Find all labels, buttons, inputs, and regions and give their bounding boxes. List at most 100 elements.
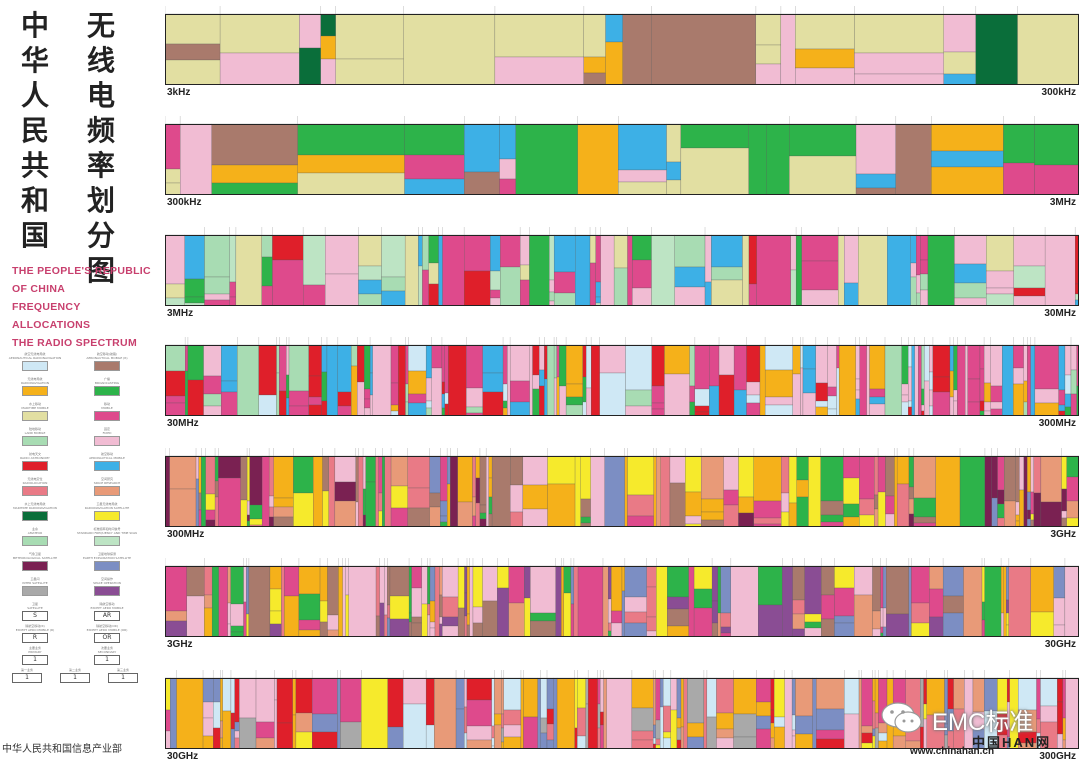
allocation-block [1030, 513, 1035, 521]
allocation-block [855, 344, 860, 380]
allocation-block [295, 731, 313, 749]
allocation-block [488, 477, 493, 498]
allocation-block [651, 402, 665, 410]
allocation-block [268, 495, 274, 508]
allocation-block [490, 270, 501, 291]
allocation-block [914, 344, 919, 416]
allocation-block [792, 628, 805, 637]
allocation-block [759, 344, 766, 416]
allocation-block [187, 344, 204, 381]
allocation-block [491, 455, 511, 527]
allocation-block [261, 234, 273, 258]
allocation-block [337, 344, 352, 393]
allocation-block [362, 455, 366, 490]
allocation-block [836, 367, 840, 416]
allocation-block [522, 508, 548, 527]
allocation-block [457, 455, 473, 503]
allocation-block [502, 400, 508, 409]
allocation-block [273, 497, 294, 508]
allocation-block [299, 13, 321, 49]
allocation-block [464, 615, 468, 637]
allocation-block [211, 123, 298, 166]
allocation-block [804, 621, 822, 629]
allocation-block [381, 276, 406, 292]
allocation-block [234, 730, 240, 739]
allocation-block [742, 234, 750, 306]
allocation-block [605, 41, 623, 85]
allocation-block [990, 401, 1003, 410]
allocation-block [334, 455, 356, 483]
allocation-block [574, 727, 578, 749]
allocation-block [1013, 344, 1024, 369]
allocation-block [908, 565, 912, 637]
allocation-block [886, 613, 909, 637]
allocation-block [901, 394, 909, 403]
allocation-block [229, 281, 237, 298]
allocation-block [631, 739, 654, 749]
band-spectrum [165, 558, 1079, 637]
allocation-block [920, 234, 929, 261]
allocation-block [804, 565, 822, 615]
allocation-block [618, 169, 667, 183]
allocation-block [949, 370, 954, 398]
allocation-block [764, 396, 793, 406]
allocation-block [1006, 565, 1009, 601]
legend-symbol-label-cn: 主要业务 [28, 646, 41, 650]
allocation-block [553, 377, 557, 416]
allocation-block [874, 455, 879, 496]
allocation-block [428, 262, 439, 285]
allocation-block [815, 400, 828, 408]
allocation-block [791, 677, 796, 716]
allocation-block [292, 714, 297, 749]
allocation-block [770, 677, 775, 711]
allocation-block [872, 565, 881, 612]
allocation-block [298, 565, 321, 595]
allocation-block [872, 628, 881, 637]
allocation-block [666, 123, 682, 163]
allocation-block [165, 297, 185, 306]
allocation-block [1027, 344, 1031, 416]
allocation-block [211, 565, 219, 637]
allocation-block [494, 713, 502, 726]
allocation-block [790, 269, 797, 306]
allocation-block [723, 504, 739, 527]
band-start-label: 30MHz [167, 418, 199, 429]
allocation-block [222, 710, 232, 749]
allocation-block [1015, 455, 1020, 503]
allocation-block [387, 677, 404, 728]
allocation-block [855, 378, 860, 391]
allocation-block [546, 723, 554, 741]
allocation-block [218, 565, 228, 637]
allocation-block [229, 296, 237, 306]
allocation-block [997, 517, 1005, 527]
allocation-block [795, 234, 802, 306]
legend-swatch [22, 486, 48, 496]
allocation-block [503, 709, 522, 726]
allocation-block [444, 403, 449, 416]
allocation-block [1030, 455, 1035, 493]
allocation-block [753, 517, 782, 525]
allocation-block [796, 496, 809, 527]
allocation-block [464, 270, 491, 306]
allocation-block [411, 565, 422, 589]
allocation-block [929, 588, 944, 618]
allocation-block [561, 565, 564, 637]
wechat-icon [881, 702, 922, 733]
frequency-band-row [165, 446, 1079, 527]
allocation-block [1003, 565, 1007, 637]
allocation-block [418, 265, 423, 306]
allocation-block [685, 491, 702, 517]
legend-label-cn: 空间研究 [100, 477, 113, 481]
legend-symbol-label-en: EXCEPT AERO MOBILE (OR) [86, 628, 128, 632]
allocation-block [488, 455, 493, 479]
allocation-block [804, 613, 822, 623]
allocation-block [295, 677, 313, 714]
allocation-block [921, 388, 925, 406]
allocation-block [931, 150, 1004, 168]
allocation-block [1003, 123, 1035, 164]
allocation-block [539, 369, 545, 387]
allocation-block [577, 123, 619, 195]
allocation-block [246, 514, 250, 522]
ministry-footer: 中华人民共和国信息产业部 [2, 744, 122, 755]
allocation-block [1023, 380, 1028, 403]
